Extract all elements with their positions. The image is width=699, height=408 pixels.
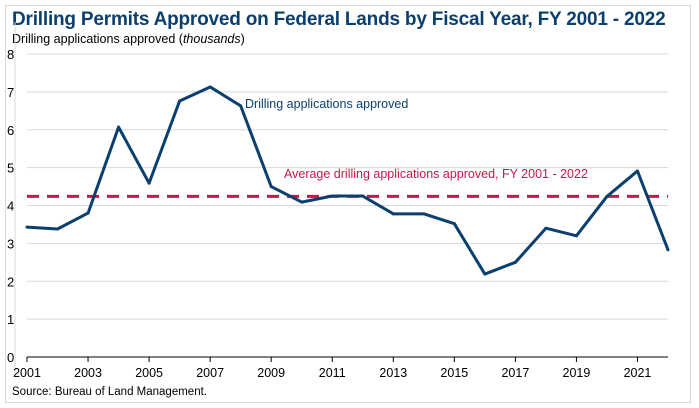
y-axis-label: Drilling applications approved (thousand… — [12, 32, 245, 46]
x-tick-label: 2009 — [257, 366, 285, 380]
data-point — [391, 212, 395, 216]
data-point — [56, 227, 60, 231]
x-tick-label: 2015 — [440, 366, 468, 380]
data-point — [300, 200, 304, 204]
data-point — [147, 181, 151, 185]
x-tick-label: 2007 — [196, 366, 224, 380]
y-tick-label: 0 — [7, 350, 14, 365]
y-tick-label: 2 — [7, 274, 14, 289]
data-point — [330, 194, 334, 198]
data-point — [452, 222, 456, 226]
data-point — [666, 248, 670, 252]
y-tick-label: 6 — [7, 123, 14, 138]
data-point — [208, 85, 212, 89]
data-point — [86, 211, 90, 215]
y-tick-label: 1 — [7, 312, 14, 327]
x-tick-label: 2021 — [624, 366, 652, 380]
y-tick-label: 5 — [7, 161, 14, 176]
x-tick-label: 2003 — [74, 366, 102, 380]
x-tick-label: 2005 — [135, 366, 163, 380]
y-axis-unit: thousands — [182, 32, 241, 46]
y-tick-label: 4 — [7, 199, 14, 214]
data-point — [269, 185, 273, 189]
data-point — [178, 99, 182, 103]
x-tick-label: 2013 — [379, 366, 407, 380]
data-point — [117, 125, 121, 129]
data-point — [635, 169, 639, 173]
series-label: Drilling applications approved — [245, 97, 408, 111]
x-tick-label: 2019 — [563, 366, 591, 380]
x-tick-label: 2001 — [13, 366, 41, 380]
y-tick-label: 3 — [7, 236, 14, 251]
data-point — [544, 226, 548, 230]
y-tick-label: 7 — [7, 85, 14, 100]
data-point — [25, 225, 29, 229]
y-tick-label: 8 — [7, 47, 14, 62]
data-point — [483, 272, 487, 276]
series-line — [26, 85, 670, 276]
data-point — [361, 194, 365, 198]
x-tick-label: 2011 — [319, 366, 346, 380]
x-tick-label: 2017 — [501, 366, 529, 380]
chart-title: Drilling Permits Approved on Federal Lan… — [12, 9, 666, 30]
data-point — [239, 104, 243, 108]
data-point — [513, 260, 517, 264]
chart-frame — [5, 5, 691, 403]
average-label: Average drilling applications approved, … — [284, 167, 588, 181]
y-axis-label-suffix: ) — [240, 32, 245, 46]
source-note: Source: Bureau of Land Management. — [12, 386, 207, 398]
data-point — [605, 194, 609, 198]
data-point — [574, 234, 578, 238]
data-point — [422, 212, 426, 216]
y-axis-label-prefix: Drilling applications approved ( — [12, 32, 183, 46]
